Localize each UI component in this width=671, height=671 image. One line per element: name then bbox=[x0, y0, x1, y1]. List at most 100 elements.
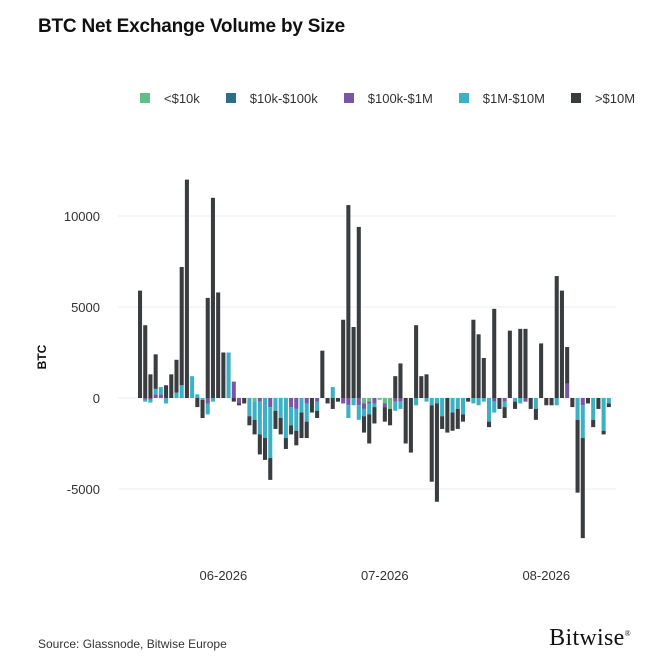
x-tick-label: 07-2026 bbox=[361, 568, 409, 583]
bar-segment bbox=[403, 398, 408, 444]
bar-segment bbox=[455, 398, 460, 409]
legend-swatch-100k-1m bbox=[343, 93, 354, 103]
bar-segment bbox=[533, 408, 538, 420]
legend-item-100k-1m[interactable]: $100k-$1M bbox=[343, 91, 433, 106]
bar-segment bbox=[330, 398, 335, 409]
y-tick-label: 0 bbox=[93, 391, 100, 406]
bar-segment bbox=[216, 292, 221, 398]
legend-item-lt10k[interactable]: <$10k bbox=[140, 91, 200, 106]
bar-segment bbox=[460, 398, 466, 415]
bar-segment bbox=[502, 398, 507, 402]
bar-segment bbox=[492, 398, 497, 402]
bar-segment bbox=[315, 401, 320, 411]
bar-segment bbox=[236, 403, 242, 406]
bar-segment bbox=[200, 398, 205, 400]
x-tick-label: 08-2026 bbox=[522, 568, 570, 583]
bar-segment bbox=[263, 398, 268, 439]
bar-segment bbox=[398, 398, 403, 402]
bar-segment bbox=[153, 354, 158, 389]
bar-segment bbox=[346, 398, 351, 406]
legend-item-gt10m[interactable]: >$10M bbox=[570, 90, 636, 106]
chart-bars bbox=[138, 179, 611, 539]
bar-segment bbox=[299, 398, 304, 413]
bar-segment bbox=[294, 430, 299, 446]
bar-segment bbox=[434, 403, 439, 502]
bar-segment bbox=[565, 347, 570, 384]
bar-segment bbox=[481, 398, 486, 402]
legend-label-lt10k: <$10k bbox=[164, 90, 200, 106]
legend-item-1m-10m[interactable]: $1M-$10M bbox=[458, 91, 545, 106]
bar-segment bbox=[372, 398, 377, 404]
bar-segment bbox=[377, 398, 382, 400]
bar-segment bbox=[367, 403, 372, 415]
y-tick-label: 10000 bbox=[64, 209, 100, 224]
bar-segment bbox=[153, 388, 158, 395]
bar-segment bbox=[273, 398, 278, 411]
bar-segment bbox=[559, 290, 564, 398]
bar-segment bbox=[195, 394, 200, 398]
bar-segment bbox=[252, 401, 257, 420]
bar-segment bbox=[221, 352, 226, 398]
bar-segment bbox=[393, 376, 398, 398]
bar-segment bbox=[148, 374, 153, 398]
bar-segment bbox=[205, 403, 210, 415]
bar-segment bbox=[440, 416, 445, 429]
bar-segment bbox=[294, 408, 299, 431]
bar-segment bbox=[393, 398, 398, 402]
bar-segment bbox=[549, 398, 554, 406]
source-note: Source: Glassnode, Bitwise Europe bbox=[38, 637, 227, 651]
bar-segment bbox=[174, 359, 179, 393]
legend-swatch-10k-100k bbox=[225, 93, 236, 103]
bar-segment bbox=[497, 398, 502, 409]
bar-segment bbox=[513, 401, 518, 409]
bar-segment bbox=[471, 319, 476, 398]
bar-segment bbox=[601, 430, 606, 435]
bar-segment bbox=[356, 398, 361, 406]
bar-segment bbox=[414, 325, 419, 398]
bar-segment bbox=[320, 350, 325, 398]
legend-label-10k-100k: $10k-$100k bbox=[249, 90, 318, 106]
bar-segment bbox=[289, 425, 294, 435]
bar-segment bbox=[158, 394, 163, 398]
bar-segment bbox=[247, 416, 252, 426]
bar-segment bbox=[268, 398, 273, 408]
bar-segment bbox=[518, 328, 523, 398]
bar-segment bbox=[346, 405, 351, 419]
bar-segment bbox=[523, 398, 528, 402]
bar-segment bbox=[257, 398, 262, 402]
y-axis-label: BTC bbox=[35, 344, 49, 369]
bar-segment bbox=[143, 325, 148, 398]
y-tick-label: -5000 bbox=[67, 482, 100, 497]
bar-segment bbox=[601, 398, 606, 431]
bar-segment bbox=[268, 458, 273, 480]
bar-segment bbox=[153, 394, 158, 398]
bar-segment bbox=[450, 412, 455, 431]
y-tick-label: 5000 bbox=[71, 300, 100, 315]
bar-segment bbox=[315, 410, 320, 419]
legend-item-10k-100k[interactable]: $10k-$100k bbox=[225, 90, 318, 106]
x-tick-label: 06-2026 bbox=[200, 568, 248, 583]
bar-segment bbox=[591, 419, 596, 428]
bar-segment bbox=[486, 398, 492, 422]
bar-segment bbox=[268, 407, 273, 459]
bar-segment bbox=[585, 398, 591, 404]
bar-segment bbox=[606, 398, 611, 404]
bar-segment bbox=[179, 266, 184, 386]
bar-segment bbox=[304, 398, 309, 404]
bar-segment bbox=[450, 398, 455, 413]
bar-segment bbox=[195, 398, 200, 408]
bar-segment bbox=[580, 405, 585, 439]
legend-label-gt10m: >$10M bbox=[594, 90, 636, 106]
bar-segment bbox=[200, 399, 205, 419]
bar-segment bbox=[356, 405, 361, 420]
bar-segment bbox=[325, 398, 330, 404]
bar-segment bbox=[158, 387, 163, 395]
bar-segment bbox=[341, 398, 346, 404]
bar-segment bbox=[476, 334, 481, 398]
bar-segment bbox=[294, 398, 299, 409]
bar-segment bbox=[361, 398, 367, 404]
bar-segment bbox=[388, 408, 393, 426]
bar-segment bbox=[179, 385, 184, 398]
bar-segment bbox=[330, 387, 335, 398]
